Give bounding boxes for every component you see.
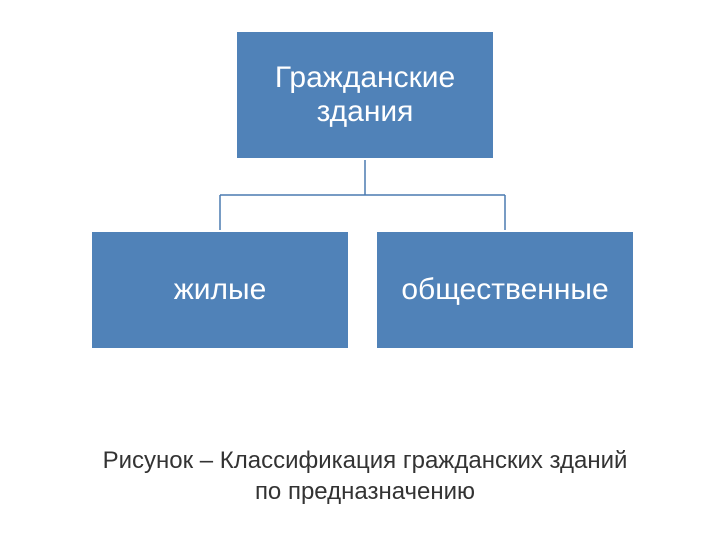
caption-line2: по предназначению <box>255 478 475 505</box>
node-left: жилые <box>90 230 350 350</box>
figure-caption: Рисунок – Классификация гражданских здан… <box>95 445 635 507</box>
node-root-label: Гражданские здания <box>243 61 487 130</box>
node-right-label: общественные <box>401 273 608 308</box>
node-right: общественные <box>375 230 635 350</box>
node-root: Гражданские здания <box>235 30 495 160</box>
caption-line1: Рисунок – Классификация гражданских здан… <box>103 447 628 474</box>
node-left-label: жилые <box>174 273 267 308</box>
diagram-container: Гражданские здания жилые общественные Ри… <box>0 0 720 540</box>
